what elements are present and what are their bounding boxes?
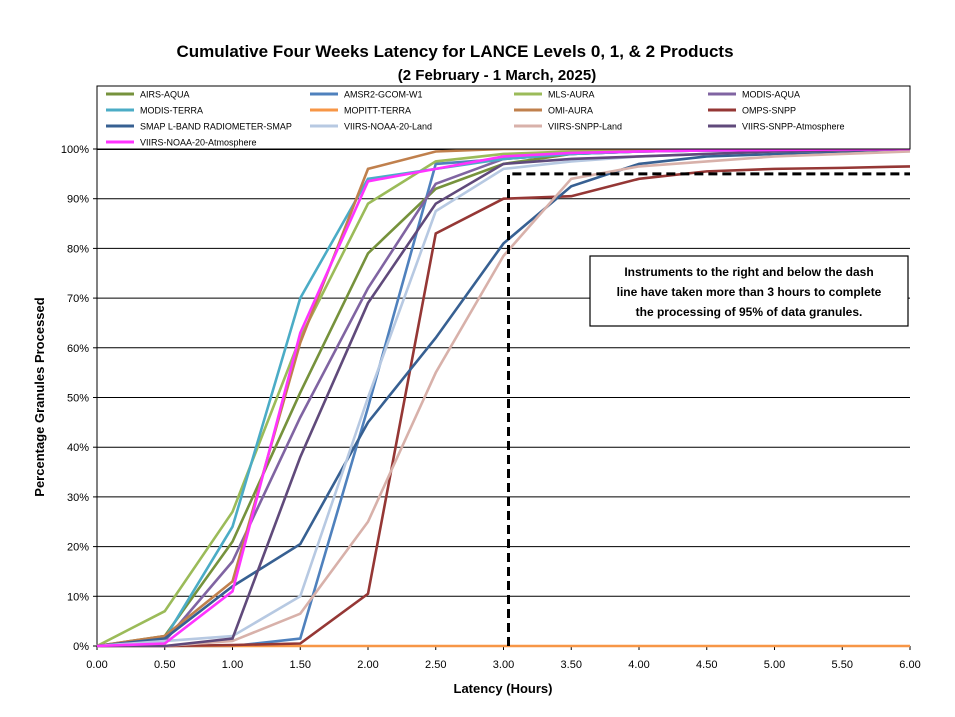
series-line-viirs-snpp-land [97,150,911,648]
x-tick-label: 4.00 [628,659,649,671]
legend-label: VIIRS-SNPP-Land [548,122,622,132]
y-tick-label: 30% [67,492,89,504]
series-line-viirs-snpp-atmosphere [97,147,911,648]
y-tick-label: 60% [67,343,89,355]
legend-label: VIIRS-NOAA-20-Land [344,122,432,132]
legend-box [96,85,911,150]
gridlines [97,148,910,647]
annotation-line-1: Instruments to the right and below the d… [624,265,873,279]
series-line-omps-snpp [97,165,911,648]
annotation-line-2: line have taken more than 3 hours to com… [617,285,882,299]
y-axis-label: Percentage Granules Processed [32,297,47,496]
x-tick-label: 1.00 [222,659,243,671]
legend-label: VIIRS-SNPP-Atmosphere [742,122,845,132]
legend-label: SMAP L-BAND RADIOMETER-SMAP [140,122,292,132]
y-axis-ticks: 0% 10% 20% 30% 40% 50% 60% 70% 80% 90% 100% [61,144,97,653]
legend-label: MOPITT-TERRA [344,106,411,116]
legend-label: AMSR2-GCOM-W1 [344,90,423,100]
legend-label: VIIRS-NOAA-20-Atmosphere [140,138,257,148]
legend-label: MLS-AURA [548,90,595,100]
legend-label: MODIS-TERRA [140,106,203,116]
y-tick-label: 0% [73,641,89,653]
x-tick-label: 4.50 [696,659,717,671]
chart-title: Cumulative Four Weeks Latency for LANCE … [176,42,733,61]
y-tick-label: 90% [67,194,89,206]
y-tick-label: 20% [67,542,89,554]
y-tick-label: 70% [67,293,89,305]
x-tick-label: 6.00 [899,659,920,671]
legend-label: OMI-AURA [548,106,593,116]
chart-subtitle: (2 February - 1 March, 2025) [398,67,596,84]
legend-label: MODIS-AQUA [742,90,800,100]
legend: AIRS-AQUA AMSR2-GCOM-W1 MLS-AURA MODIS-AQUA… [96,85,911,150]
x-tick-label: 3.00 [493,659,514,671]
x-axis-ticks: 0.00 0.50 1.00 1.50 2.00 2.50 3.00 3.50 4.00 4.50… [86,646,921,671]
x-tick-label: 5.00 [764,659,785,671]
y-tick-label: 10% [67,591,89,603]
annotation-line-3: the processing of 95% of data granules. [636,305,863,319]
x-axis-label: Latency (Hours) [454,681,553,696]
legend-label: OMPS-SNPP [742,106,796,116]
x-tick-label: 1.50 [290,659,311,671]
x-tick-label: 5.50 [832,659,853,671]
threshold-line [507,172,910,646]
annotation-box: Instruments to the right and below the d… [589,255,909,327]
x-tick-label: 2.00 [357,659,378,671]
y-tick-label: 100% [61,144,89,156]
x-tick-label: 0.00 [86,659,107,671]
x-tick-label: 0.50 [154,659,175,671]
x-tick-label: 3.50 [561,659,582,671]
series-line-viirs-noaa-20-atmosphere [96,147,911,648]
y-tick-label: 80% [67,243,89,255]
legend-label: AIRS-AQUA [140,90,190,100]
y-tick-label: 50% [67,393,89,405]
series-lines [96,147,911,648]
y-tick-label: 40% [67,442,89,454]
x-tick-label: 2.50 [425,659,446,671]
threshold-dashed-line [507,172,910,646]
